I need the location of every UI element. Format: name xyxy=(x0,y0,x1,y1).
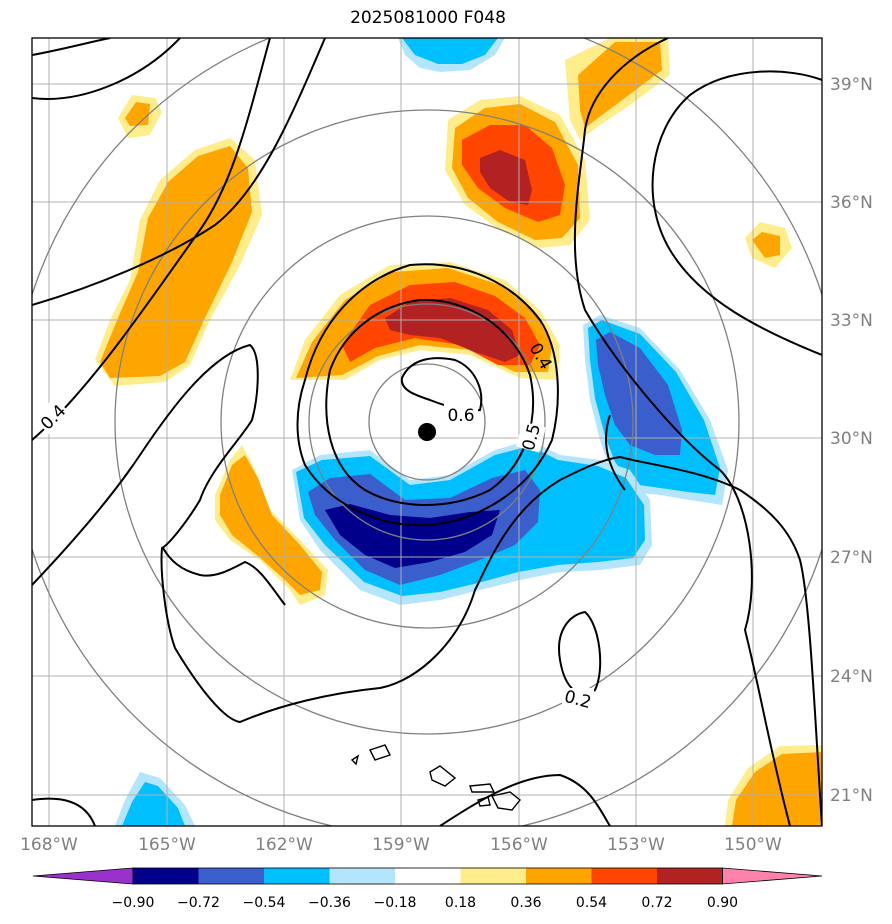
lon-label-165w: 165°W xyxy=(138,835,196,855)
colorbar-tick: −0.36 xyxy=(308,895,351,911)
colorbar-tick: −0.18 xyxy=(374,895,417,911)
lat-label-27n: 27°N xyxy=(830,548,873,568)
colorbar-swatch xyxy=(526,868,592,884)
longitude-labels: 168°W 165°W 162°W 159°W 156°W 153°W 150°… xyxy=(20,835,782,855)
colorbar-swatch xyxy=(395,868,461,884)
coastlines xyxy=(350,744,521,811)
lon-label-162w: 162°W xyxy=(255,835,313,855)
colorbar-tick: −0.54 xyxy=(243,895,286,911)
lon-label-156w: 156°W xyxy=(490,835,548,855)
colorbar-tick: −0.90 xyxy=(112,895,155,911)
lat-label-21n: 21°N xyxy=(830,786,873,806)
colorbar: −0.90 −0.72 −0.54 −0.36 −0.18 0.18 0.36 … xyxy=(32,867,823,911)
colorbar-tick: 0.18 xyxy=(445,895,476,911)
colorbar-swatch xyxy=(460,868,526,884)
lon-label-168w: 168°W xyxy=(20,835,78,855)
lon-label-150w: 150°W xyxy=(724,835,782,855)
latitude-labels: 39°N 36°N 33°N 30°N 27°N 24°N 21°N xyxy=(830,75,873,806)
colorbar-tick: 0.36 xyxy=(510,895,541,911)
plot-title: 2025081000 F048 xyxy=(350,8,506,28)
lon-label-153w: 153°W xyxy=(607,835,665,855)
colorbar-swatch xyxy=(657,868,723,884)
colorbar-tick: 0.90 xyxy=(707,895,738,911)
lat-label-33n: 33°N xyxy=(830,311,873,331)
colorbar-high-extend xyxy=(722,867,823,885)
lat-label-39n: 39°N xyxy=(830,75,873,95)
colorbar-swatch xyxy=(133,868,199,884)
storm-center-marker xyxy=(418,423,436,441)
colorbar-tick: −0.72 xyxy=(177,895,220,911)
lat-label-30n: 30°N xyxy=(830,429,873,449)
map-frame xyxy=(31,37,823,827)
lat-label-36n: 36°N xyxy=(830,193,873,213)
range-rings xyxy=(32,38,822,826)
colorbar-tick: 0.54 xyxy=(576,895,607,911)
colorbar-swatch xyxy=(198,868,264,884)
colorbar-tick: 0.72 xyxy=(641,895,672,911)
map-area: 0.4 0.4 0.6 0.5 0.2 xyxy=(32,38,822,826)
lon-label-159w: 159°W xyxy=(372,835,430,855)
contour-label-0-6: 0.6 xyxy=(447,406,474,426)
lat-lon-gridlines xyxy=(32,38,822,826)
colorbar-low-extend xyxy=(32,867,134,885)
colorbar-swatch xyxy=(329,868,395,884)
lat-label-24n: 24°N xyxy=(830,667,873,687)
shaded-anomaly-field xyxy=(95,38,822,826)
colorbar-swatch xyxy=(591,868,657,884)
colorbar-swatch xyxy=(264,868,330,884)
